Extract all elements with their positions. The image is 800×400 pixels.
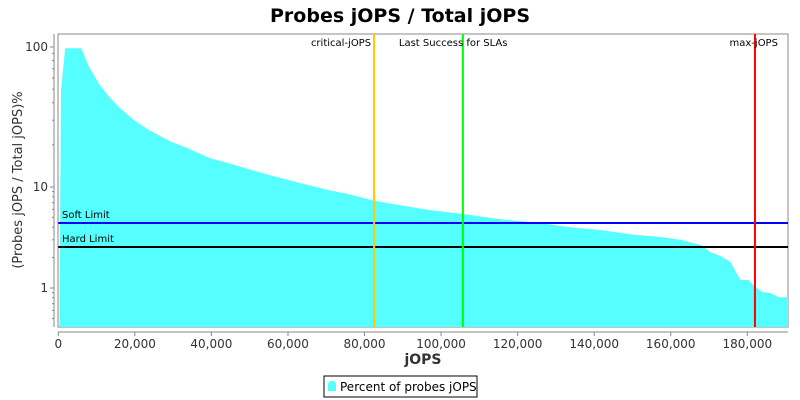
vertical-marker-label: max-jOPS	[730, 38, 778, 49]
legend-swatch-icon	[328, 381, 336, 391]
series-area	[59, 48, 789, 327]
horizontal-marker-label: Hard Limit	[62, 234, 114, 245]
x-tick-label: 160,000	[646, 337, 696, 351]
y-tick-label: 10	[33, 180, 48, 194]
x-tick-label: 80,000	[344, 337, 386, 351]
legend-label: Percent of probes jOPS	[340, 380, 477, 394]
x-tick-label: 40,000	[190, 337, 232, 351]
vertical-marker-label: critical-jOPS	[311, 38, 371, 49]
x-tick-label: 0	[54, 337, 62, 351]
x-tick-label: 100,000	[416, 337, 466, 351]
x-tick-label: 140,000	[569, 337, 619, 351]
x-axis-label: jOPS	[403, 352, 441, 368]
y-tick-label: 100	[25, 40, 48, 54]
chart-title: Probes jOPS / Total jOPS	[270, 5, 530, 27]
x-tick-label: 180,000	[722, 337, 772, 351]
legend: Percent of probes jOPS	[323, 375, 478, 398]
horizontal-marker-label: Soft Limit	[62, 210, 110, 221]
x-tick-label: 60,000	[267, 337, 309, 351]
vertical-marker-label: Last Success for SLAs	[399, 38, 508, 49]
x-tick-label: 120,000	[493, 337, 543, 351]
y-tick-label: 1	[40, 281, 48, 295]
y-axis-label: (Probes jOPS / Total jOPS)%	[11, 91, 26, 268]
x-tick-label: 20,000	[114, 337, 156, 351]
